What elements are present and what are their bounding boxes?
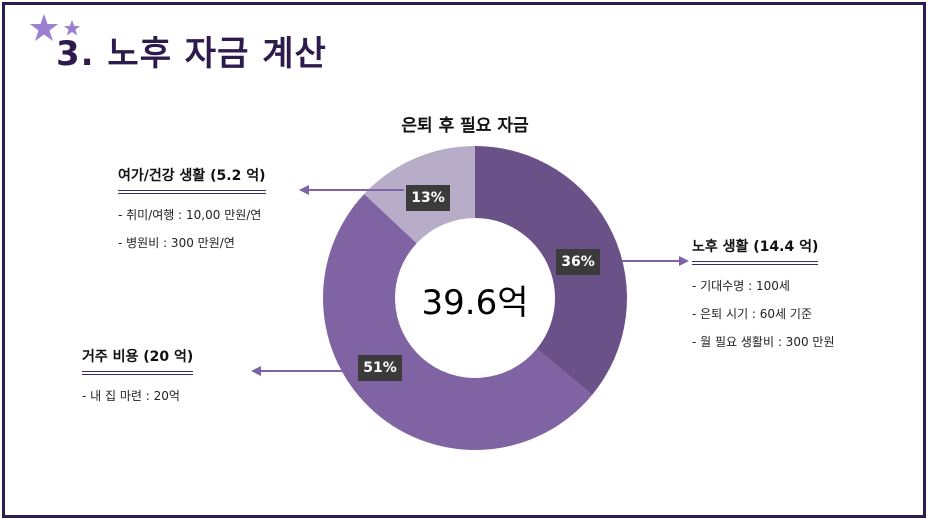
page-title: 3. 노후 자금 계산 (56, 34, 327, 74)
callout-title: 거주 비용 (20 억) (82, 346, 194, 375)
star-icon (64, 20, 80, 36)
star-icon (30, 14, 58, 41)
list-item: - 취미/여행 : 10,00 만원/연 (118, 208, 262, 222)
star-decoration (30, 14, 80, 41)
list-item: - 월 필요 생활비 : 300 만원 (692, 335, 835, 349)
donut-slice-housing (323, 193, 593, 450)
callout-retirement: 노후 생활 (14.4 억) - 기대수명 : 100세 - 은퇴 시기 : 6… (692, 236, 835, 361)
callout-list: - 내 집 마련 : 20억 (82, 387, 193, 404)
chart-title: 은퇴 후 필요 자금 (401, 116, 529, 136)
percent-label-retirement: 36% (556, 249, 600, 275)
percent-label-housing: 51% (358, 355, 402, 381)
donut-slice-retirement (475, 146, 628, 395)
callout-title: 여가/건강 생활 (5.2 억) (118, 165, 266, 194)
list-item: - 병원비 : 300 만원/연 (118, 236, 235, 250)
callout-list: - 취미/여행 : 10,00 만원/연 - 병원비 : 300 만원/연 (118, 206, 266, 251)
callout-leisure: 여가/건강 생활 (5.2 억) - 취미/여행 : 10,00 만원/연 - … (118, 165, 266, 262)
list-item: - 기대수명 : 100세 (692, 279, 790, 293)
callout-housing: 거주 비용 (20 억) - 내 집 마련 : 20억 (82, 346, 194, 415)
callout-title: 노후 생활 (14.4 억) (692, 236, 819, 265)
center-total: 39.6억 (421, 283, 529, 323)
list-item: - 은퇴 시기 : 60세 기준 (692, 307, 812, 321)
callout-list: - 기대수명 : 100세 - 은퇴 시기 : 60세 기준 - 월 필요 생활… (692, 277, 835, 350)
list-item: - 내 집 마련 : 20억 (82, 389, 180, 403)
percent-label-leisure: 13% (406, 185, 450, 211)
